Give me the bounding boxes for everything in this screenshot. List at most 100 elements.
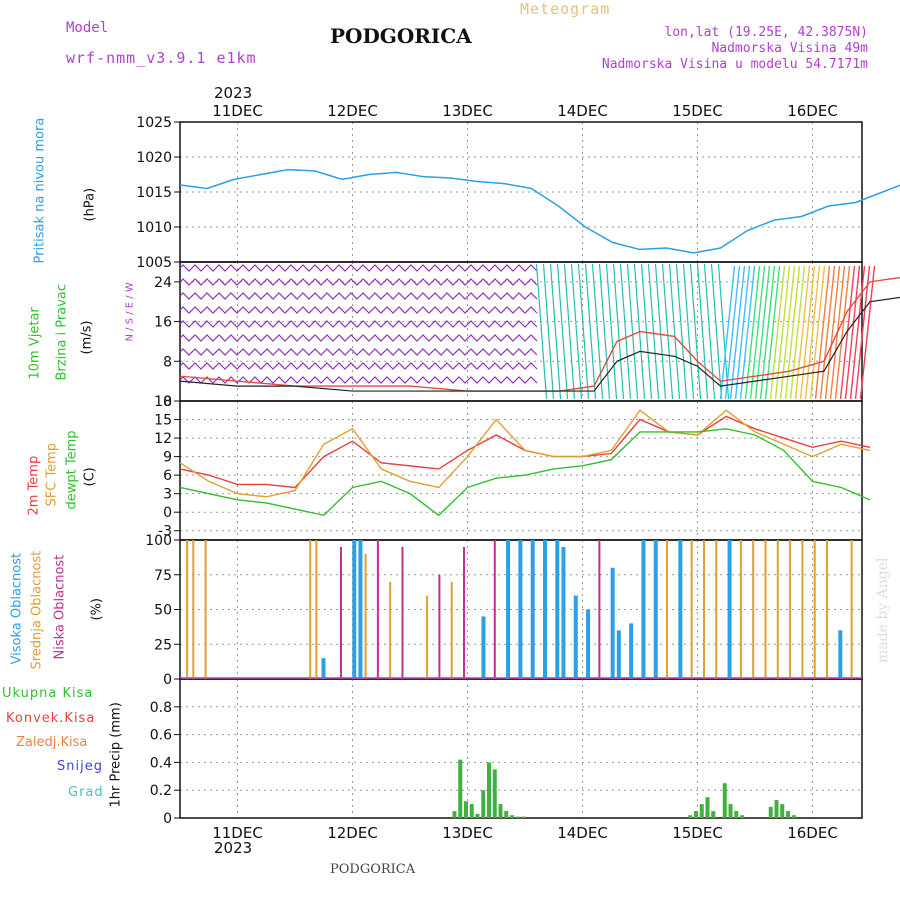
cloud-bar-mid bbox=[715, 540, 718, 679]
cloud-bar-low bbox=[463, 546, 466, 679]
day-label-top: 14DEC bbox=[557, 102, 608, 120]
wind-barb-strong bbox=[696, 263, 709, 400]
year-top: 2023 bbox=[214, 84, 253, 102]
wind-barb-gale bbox=[764, 265, 781, 400]
precip-bar bbox=[705, 797, 710, 818]
wind-barb-strong bbox=[556, 263, 569, 400]
cloud-bar-mid bbox=[764, 540, 767, 679]
precip-bar bbox=[458, 759, 463, 818]
y-tick-label: 6 bbox=[163, 468, 172, 484]
wind-barb-strong bbox=[542, 263, 555, 400]
precip-bar bbox=[498, 804, 503, 818]
cloud-bar-high bbox=[610, 567, 615, 679]
day-label-top: 16DEC bbox=[787, 102, 838, 120]
y-tick-label: 0 bbox=[163, 505, 172, 521]
cloud-bar-high bbox=[358, 540, 363, 679]
wind-barb-gale bbox=[719, 265, 736, 400]
wind-barb-strong bbox=[584, 263, 597, 400]
panel-frame bbox=[179, 678, 863, 819]
precip-legend-freezing: Zaledj.Kisa bbox=[16, 735, 88, 750]
precip-bar bbox=[694, 811, 698, 818]
page-title: PODGORICA bbox=[330, 24, 472, 48]
footer-title: PODGORICA bbox=[330, 862, 416, 877]
cloud-bar-high bbox=[352, 540, 357, 679]
y-tick-label: 1005 bbox=[136, 255, 172, 271]
precip-legend-graupel: Grad bbox=[68, 785, 104, 800]
wind-barb-gale bbox=[769, 265, 786, 400]
y-tick-label: 100 bbox=[145, 533, 172, 549]
y-tick-label: 25 bbox=[154, 637, 172, 653]
wind-barb-strong bbox=[549, 263, 562, 400]
y-tick-label: 18 bbox=[154, 394, 172, 410]
wind-barb-gale bbox=[739, 265, 756, 400]
day-label-bottom: 12DEC bbox=[327, 824, 378, 842]
wind-barb-gale bbox=[724, 265, 741, 400]
y-tick-label: 8 bbox=[163, 354, 172, 370]
wind-barb-row bbox=[179, 348, 538, 356]
day-label-bottom: 16DEC bbox=[787, 824, 838, 842]
precip-legend-conv: Konvek.Kisa bbox=[6, 711, 96, 726]
precip-bar bbox=[728, 804, 733, 818]
cloud-bar-mid bbox=[204, 540, 207, 679]
y-tick-label: 3 bbox=[163, 487, 172, 503]
y-tick-label: 0.4 bbox=[150, 755, 172, 771]
wind-barb-strong bbox=[703, 263, 716, 400]
wind-barb-row bbox=[179, 376, 538, 384]
wind-barb-gale bbox=[754, 265, 771, 400]
wind-barb-gale bbox=[839, 265, 856, 400]
day-label-bottom: 13DEC bbox=[442, 824, 493, 842]
day-label-bottom: 14DEC bbox=[557, 824, 608, 842]
y-tick-label: 24 bbox=[154, 275, 172, 291]
wind-barb-row bbox=[179, 292, 538, 300]
wind-barb-gale bbox=[774, 265, 791, 400]
elevation-label: Nadmorska Visina 49m bbox=[711, 41, 868, 56]
wind-barb-gale bbox=[859, 265, 876, 400]
precip-bar bbox=[711, 811, 716, 818]
wind-barb-strong bbox=[717, 263, 730, 400]
precip-bar bbox=[774, 799, 779, 818]
cloud-bar-mid bbox=[826, 540, 829, 679]
precip-bar bbox=[780, 804, 785, 818]
cloud-bar-high bbox=[573, 595, 578, 679]
precip-bar bbox=[492, 769, 497, 818]
wind-barb-strong bbox=[647, 263, 660, 400]
wind-barb-strong bbox=[563, 263, 576, 400]
wind-barb-strong bbox=[591, 263, 604, 400]
pressure-line bbox=[179, 168, 900, 254]
precip-bar bbox=[768, 806, 773, 818]
wind-barb-gale bbox=[759, 265, 776, 400]
precip-bar bbox=[515, 816, 520, 818]
wind-barb-gale bbox=[734, 265, 751, 400]
cloud-bar-high bbox=[838, 630, 843, 679]
y-tick-label: 0.6 bbox=[150, 728, 172, 744]
cloud-bar-high bbox=[518, 540, 523, 679]
panel-frame bbox=[179, 400, 863, 541]
cloud-bar-mid bbox=[364, 553, 367, 679]
cloud-bar-high bbox=[727, 540, 732, 679]
cloud-bar-mid bbox=[702, 540, 705, 679]
cloud-bar-mid bbox=[450, 581, 453, 679]
wind-barb-strong bbox=[535, 263, 548, 400]
cloud-bar-low bbox=[376, 540, 379, 679]
cloud-bar-mid bbox=[186, 540, 189, 679]
cloud-bar-high bbox=[481, 616, 486, 679]
wind-barb-gale bbox=[854, 265, 871, 400]
wind-barb-strong bbox=[661, 263, 674, 400]
precip-bar bbox=[510, 815, 514, 818]
wind-barb-gale bbox=[819, 265, 836, 400]
cloud-bar-high bbox=[555, 540, 560, 679]
temp-line-1 bbox=[179, 409, 871, 498]
wind-barb-row bbox=[179, 306, 538, 314]
y-tick-label: 1020 bbox=[136, 150, 172, 166]
cloud-bar-low bbox=[401, 546, 404, 679]
wind-barb-gale bbox=[824, 265, 841, 400]
wind-barb-gale bbox=[804, 265, 821, 400]
cloud-bar-mid bbox=[315, 540, 318, 679]
precip-bar bbox=[786, 811, 790, 818]
cloud-bar-mid bbox=[801, 540, 804, 679]
precip-bar bbox=[504, 811, 509, 818]
wind-barb-gale bbox=[849, 265, 866, 400]
wind-barb-gale bbox=[834, 265, 851, 400]
y-tick-label: 15 bbox=[154, 413, 172, 429]
y-tick-label: 16 bbox=[154, 315, 172, 331]
